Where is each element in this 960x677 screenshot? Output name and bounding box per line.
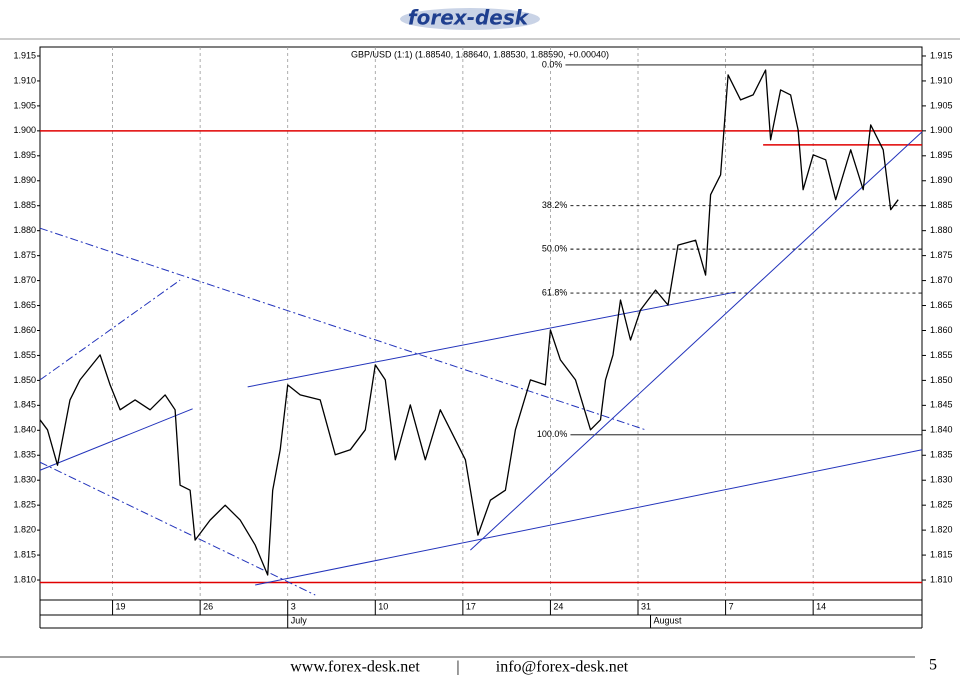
- y-tick-label: 1.910: [13, 75, 36, 85]
- footer-email: info@forex-desk.net: [496, 659, 629, 676]
- y-tick-label: 1.915: [13, 50, 36, 60]
- trendline: [247, 291, 736, 388]
- fib-label: 61.8%: [542, 287, 568, 297]
- y-tick-label: 1.830: [13, 475, 36, 485]
- y-tick-label: 1.855: [13, 350, 36, 360]
- y-tick-label-right: 1.840: [930, 425, 953, 435]
- y-tick-label: 1.865: [13, 300, 36, 310]
- x-tick-label: 7: [729, 601, 734, 611]
- footer-separator: |: [456, 659, 459, 676]
- y-tick-label-right: 1.870: [930, 275, 953, 285]
- y-tick-label: 1.890: [13, 175, 36, 185]
- y-tick-label-right: 1.865: [930, 300, 953, 310]
- chart-title: GBP/USD (1:1) (1.88540, 1.88640, 1.88530…: [351, 49, 609, 59]
- trendline: [39, 279, 181, 381]
- x-tick-label: 14: [816, 601, 826, 611]
- y-tick-label-right: 1.910: [930, 75, 953, 85]
- y-tick-label: 1.840: [13, 425, 36, 435]
- month-label: July: [291, 615, 308, 625]
- x-tick-label: 3: [291, 601, 296, 611]
- y-tick-label: 1.860: [13, 325, 36, 335]
- price-line: [39, 69, 899, 576]
- y-tick-label: 1.835: [13, 450, 36, 460]
- y-tick-label-right: 1.880: [930, 225, 953, 235]
- trendline: [39, 408, 193, 471]
- y-tick-label-right: 1.825: [930, 500, 953, 510]
- x-tick-label: 26: [203, 601, 213, 611]
- y-tick-label-right: 1.855: [930, 350, 953, 360]
- y-tick-label-right: 1.885: [930, 200, 953, 210]
- fib-label: 0.0%: [542, 59, 563, 69]
- month-label: August: [654, 615, 683, 625]
- logo: forex-desk: [408, 6, 530, 30]
- y-tick-label: 1.815: [13, 549, 36, 559]
- y-tick-label: 1.850: [13, 375, 36, 385]
- plot-frame: [39, 46, 923, 601]
- y-tick-label: 1.825: [13, 500, 36, 510]
- y-tick-label-right: 1.890: [930, 175, 953, 185]
- x-tick-label: 19: [116, 601, 126, 611]
- y-tick-label-right: 1.845: [930, 400, 953, 410]
- y-tick-label: 1.820: [13, 525, 36, 535]
- footer-website: www.forex-desk.net: [290, 659, 420, 676]
- y-tick-label: 1.875: [13, 250, 36, 260]
- trendline: [255, 449, 923, 586]
- fib-label: 38.2%: [542, 200, 568, 210]
- y-tick-label-right: 1.905: [930, 100, 953, 110]
- y-tick-label-right: 1.810: [930, 574, 953, 584]
- y-tick-label-right: 1.835: [930, 450, 953, 460]
- page-number: 5: [929, 657, 937, 674]
- x-tick-label: 10: [378, 601, 388, 611]
- fib-label: 100.0%: [537, 429, 568, 439]
- x-tick-label: 17: [466, 601, 476, 611]
- y-tick-label-right: 1.895: [930, 150, 953, 160]
- y-tick-label: 1.880: [13, 225, 36, 235]
- trendline: [39, 227, 646, 431]
- y-tick-label: 1.905: [13, 100, 36, 110]
- y-tick-label-right: 1.850: [930, 375, 953, 385]
- y-tick-label: 1.885: [13, 200, 36, 210]
- y-tick-label: 1.845: [13, 400, 36, 410]
- y-tick-label-right: 1.875: [930, 250, 953, 260]
- trendline: [470, 131, 923, 551]
- logo-swoosh: [400, 8, 540, 30]
- trendline: [39, 461, 316, 596]
- x-tick-label: 24: [553, 601, 563, 611]
- y-tick-label: 1.870: [13, 275, 36, 285]
- y-tick-label-right: 1.830: [930, 475, 953, 485]
- y-tick-label-right: 1.815: [930, 549, 953, 559]
- y-tick-label: 1.900: [13, 125, 36, 135]
- y-tick-label-right: 1.860: [930, 325, 953, 335]
- y-tick-label-right: 1.915: [930, 50, 953, 60]
- y-tick-label: 1.810: [13, 574, 36, 584]
- y-tick-label-right: 1.820: [930, 525, 953, 535]
- y-tick-label-right: 1.900: [930, 125, 953, 135]
- y-tick-label: 1.895: [13, 150, 36, 160]
- fib-label: 50.0%: [542, 244, 568, 254]
- x-tick-label: 31: [641, 601, 651, 611]
